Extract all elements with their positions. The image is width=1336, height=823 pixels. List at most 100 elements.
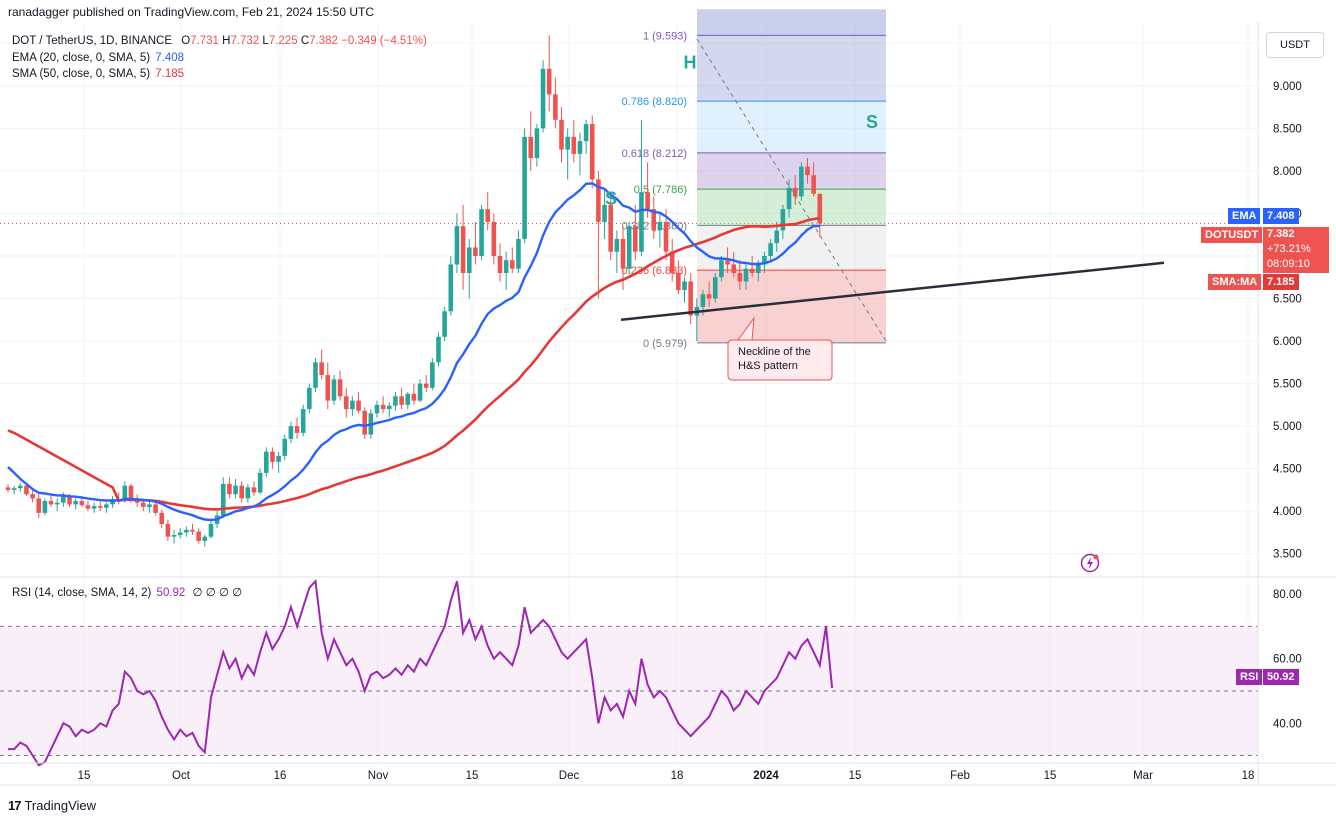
price-tick-label: 5.000 bbox=[1273, 421, 1302, 433]
price-tick-label: 6.500 bbox=[1273, 294, 1302, 306]
candle-body bbox=[460, 226, 466, 273]
time-tick-label: 2024 bbox=[753, 770, 779, 782]
bar-countdown: 08:09:10 bbox=[1267, 258, 1310, 270]
candle-body bbox=[79, 500, 85, 506]
high-value: 7.732 bbox=[230, 35, 260, 47]
candle-body bbox=[553, 94, 558, 120]
candle-body bbox=[540, 68, 546, 129]
publisher-note: ranadagger published on TradingView.com,… bbox=[8, 5, 375, 19]
fib-band bbox=[697, 35, 886, 102]
candle-body bbox=[780, 209, 786, 231]
candle-body bbox=[528, 136, 534, 159]
candle-body bbox=[42, 500, 48, 513]
fib-band bbox=[697, 9, 886, 36]
candle-body bbox=[97, 506, 103, 508]
low-label: L bbox=[262, 35, 269, 47]
candle-body bbox=[479, 209, 484, 256]
change-value: −0.349 (−4.51%) bbox=[341, 35, 427, 47]
candle-body bbox=[706, 294, 712, 299]
time-tick-label: 15 bbox=[849, 770, 862, 782]
candle-body bbox=[220, 483, 226, 516]
candle-body bbox=[239, 485, 244, 499]
candle-body bbox=[497, 255, 503, 273]
high-label: H bbox=[222, 35, 231, 47]
candle-body bbox=[276, 455, 281, 462]
rsi-value-tag: 50.92 bbox=[1263, 669, 1299, 685]
left-shoulder-label: S bbox=[605, 188, 617, 208]
rsi-pane bbox=[0, 578, 1258, 767]
candle-body bbox=[749, 268, 755, 273]
head-label: H bbox=[684, 52, 697, 72]
candle-body bbox=[503, 260, 509, 273]
candle-body bbox=[602, 204, 607, 222]
candle-body bbox=[374, 404, 380, 414]
candle-body bbox=[128, 485, 134, 499]
moving-averages bbox=[7, 182, 820, 522]
candle-body bbox=[202, 536, 208, 541]
candle-body bbox=[430, 362, 435, 388]
candle-body bbox=[5, 487, 11, 490]
time-tick-label: 18 bbox=[671, 770, 684, 782]
sma-legend-label: SMA (50, close, 0, SMA, 5) bbox=[12, 68, 151, 80]
candle-body bbox=[165, 523, 171, 537]
candle-body bbox=[24, 485, 29, 495]
candle-body bbox=[91, 506, 97, 509]
candle-body bbox=[645, 192, 650, 210]
candle-body bbox=[331, 379, 337, 401]
last-price-box: 7.382 +73.21% 08:09:10 bbox=[1263, 227, 1329, 273]
candle-body bbox=[774, 230, 780, 244]
candle-body bbox=[159, 512, 165, 524]
fib-trend-line bbox=[696, 38, 887, 342]
lightning-icon[interactable] bbox=[1080, 553, 1100, 573]
tradingview-mark-icon: 17 bbox=[8, 798, 22, 813]
price-tick-label: 4.000 bbox=[1273, 506, 1302, 518]
neckline-trendline bbox=[620, 261, 1165, 322]
candlesticks bbox=[5, 35, 823, 547]
candle-body bbox=[343, 396, 349, 410]
candle-body bbox=[676, 272, 681, 290]
right-shoulder-label: S bbox=[866, 112, 878, 132]
candle-body bbox=[294, 426, 300, 433]
candle-body bbox=[11, 488, 17, 490]
candle-body bbox=[85, 505, 91, 509]
candle-body bbox=[700, 294, 706, 308]
tradingview-logo[interactable]: 17 TradingView bbox=[8, 798, 96, 813]
candle-body bbox=[362, 410, 367, 435]
price-tick-label: 9.000 bbox=[1273, 81, 1302, 93]
candle-body bbox=[288, 426, 294, 439]
candle-body bbox=[325, 375, 331, 401]
time-tick-label: Mar bbox=[1133, 770, 1153, 782]
ema-price-tag: EMA bbox=[1228, 208, 1261, 224]
candle-body bbox=[319, 362, 324, 376]
close-label: C bbox=[300, 35, 310, 47]
candle-body bbox=[756, 264, 761, 273]
candle-body bbox=[48, 500, 54, 505]
candle-body bbox=[491, 221, 497, 256]
time-tick-label: Nov bbox=[368, 770, 389, 782]
candle-body bbox=[307, 387, 312, 410]
low-value: 7.225 bbox=[268, 35, 298, 47]
sma-legend-value: 7.185 bbox=[155, 68, 185, 80]
symbol-line: DOT / TetherUS, 1D, BINANCE bbox=[12, 35, 172, 47]
candle-body bbox=[805, 166, 810, 176]
candle-body bbox=[18, 485, 23, 489]
candle-body bbox=[177, 532, 183, 536]
last-price: 7.382 bbox=[1267, 228, 1295, 240]
candle-body bbox=[208, 523, 214, 537]
candle-body bbox=[270, 451, 275, 462]
currency-button[interactable]: USDT bbox=[1266, 32, 1324, 58]
candle-body bbox=[190, 529, 195, 532]
candle-body bbox=[399, 396, 404, 405]
candle-body bbox=[669, 251, 675, 273]
candle-body bbox=[725, 260, 730, 265]
candle-body bbox=[620, 238, 626, 269]
candle-body bbox=[565, 136, 570, 150]
candle-body bbox=[356, 400, 361, 411]
candle-body bbox=[264, 451, 269, 473]
candle-body bbox=[67, 495, 72, 505]
candle-body bbox=[639, 192, 644, 252]
fib-level-label: 0.786 (8.820) bbox=[622, 96, 687, 108]
candle-body bbox=[473, 247, 478, 256]
open-value: 7.731 bbox=[190, 35, 219, 47]
